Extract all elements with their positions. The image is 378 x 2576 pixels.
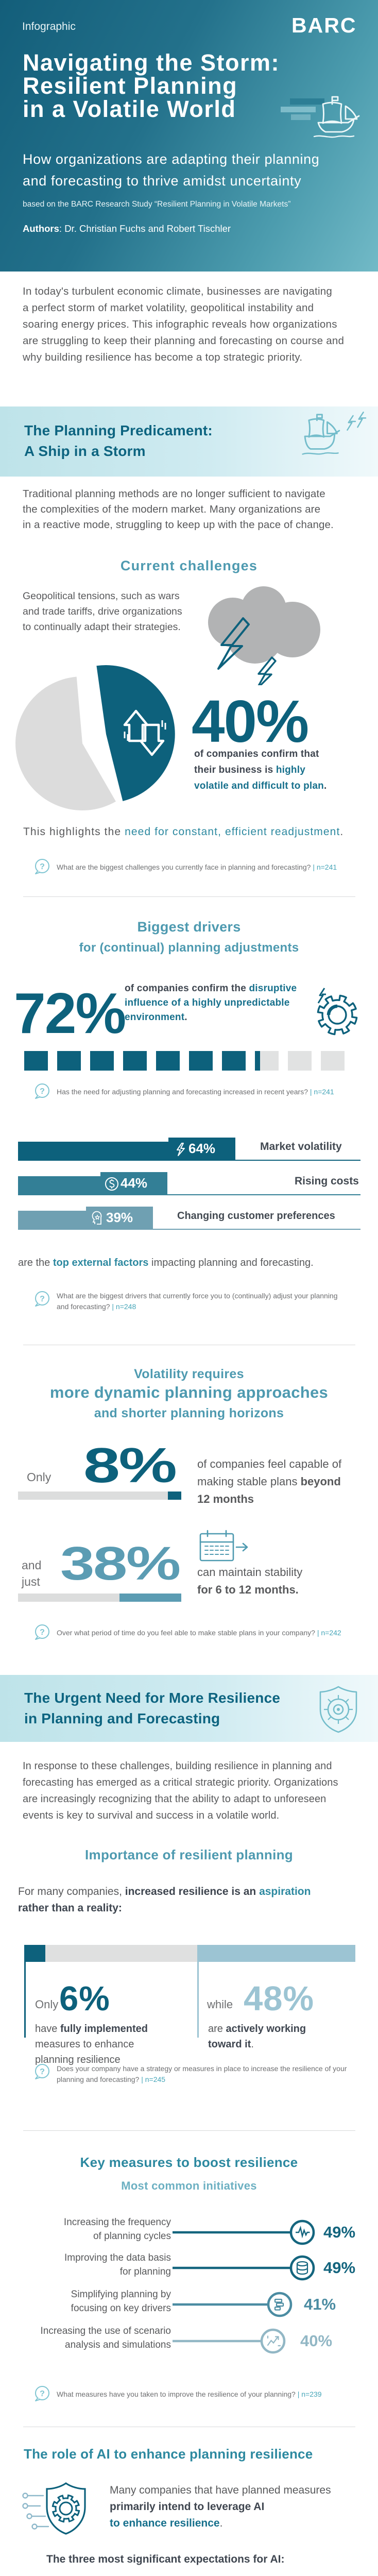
svg-text:?: ?: [40, 2067, 45, 2076]
svg-text:?: ?: [40, 862, 45, 871]
svg-text:?: ?: [40, 1628, 45, 1637]
svg-text:?: ?: [40, 1087, 45, 1096]
svg-text:?: ?: [40, 2389, 45, 2398]
svg-text:?: ?: [40, 1295, 45, 1303]
